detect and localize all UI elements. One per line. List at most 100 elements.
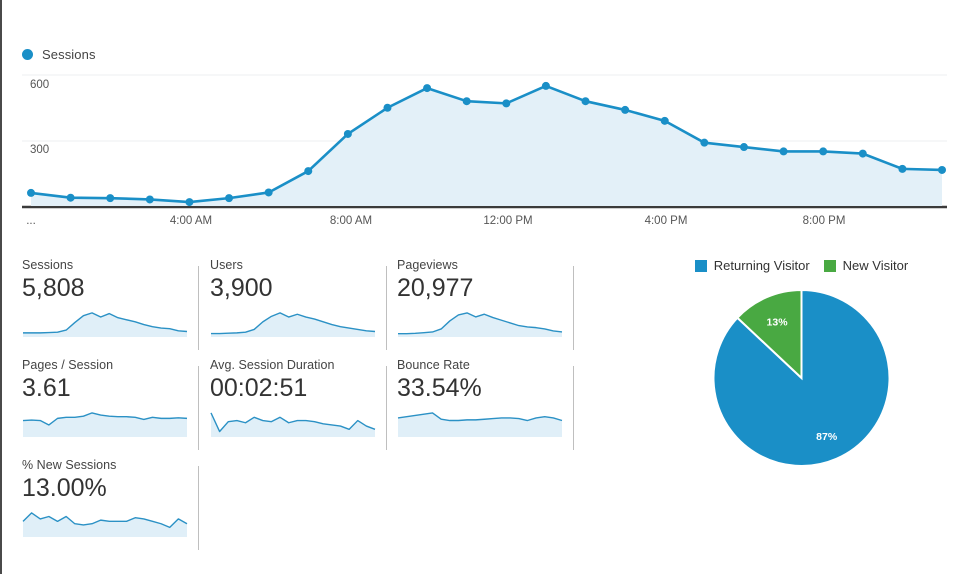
sessions-point[interactable] [462,97,471,106]
y-tick-300: 300 [30,144,49,156]
sparkline-line [210,412,376,433]
sessions-data-points[interactable] [27,81,946,207]
legend-item-new-visitor[interactable]: New Visitor [823,258,909,273]
sessions-legend-label: Sessions [42,47,96,62]
sessions-point[interactable] [739,143,748,152]
metric-value: 3.61 [22,374,71,402]
legend-swatch-returning-icon [694,259,707,272]
sparkline-line [211,312,376,335]
sessions-point[interactable] [660,116,669,125]
card-divider-vertical [573,366,574,450]
metric-title: Users [210,258,243,272]
sessions-point[interactable] [898,164,907,173]
sparkline-line [397,412,563,422]
metric-sparkline [398,312,563,337]
card-divider-vertical [386,266,387,350]
sessions-point[interactable] [819,147,828,156]
legend-label-new: New Visitor [842,258,909,273]
sessions-point[interactable] [106,194,115,203]
pie-slice-group[interactable] [712,288,891,467]
legend-item-returning-visitor[interactable]: Returning Visitor [694,258,810,273]
metric-card-pageviews[interactable]: Pageviews 20,977 [377,258,565,358]
card-divider-vertical [386,366,387,450]
visitor-type-legend[interactable]: Returning Visitor New Visitor [622,258,979,273]
sessions-line-path [29,84,944,204]
sparkline-line [22,512,188,529]
card-divider-vertical [573,266,574,350]
sparkline-area [398,412,562,437]
pie-slice-label-new: 13% [767,316,789,328]
sparkline-area [23,512,187,537]
metric-card-users[interactable]: Users 3,900 [190,258,378,358]
sessions-point[interactable] [383,103,392,112]
sessions-point[interactable] [858,149,867,158]
sessions-point[interactable] [185,198,194,207]
metric-value: 5,808 [22,274,85,302]
legend-label-returning: Returning Visitor [713,258,810,273]
sparkline-area [211,412,375,437]
sessions-point[interactable] [145,195,154,204]
metric-title: Avg. Session Duration [210,358,335,372]
sessions-point[interactable] [423,84,432,93]
pie-slice[interactable] [735,288,803,381]
pie-slice-label-returning: 87% [816,431,838,443]
sessions-point[interactable] [779,147,788,156]
sessions-legend-dot-icon [22,49,33,60]
x-tick-0: ... [26,215,36,227]
metric-sparkline [22,412,188,437]
sparkline-area [211,312,375,337]
metric-title: Sessions [22,258,74,272]
metric-value: 13.00% [22,474,107,502]
metric-value: 00:02:51 [210,374,308,402]
y-tick-600: 600 [30,79,49,91]
sessions-legend[interactable]: Sessions [22,47,96,62]
sessions-timeseries-panel: Sessions 600 300 ... 4:00 AM 8:00 AM 12:… [2,0,979,238]
metric-title: Pages / Session [22,358,114,372]
metric-sparkline [22,512,188,537]
sessions-point[interactable] [343,129,352,138]
metric-card-percent-new-sessions[interactable]: % New Sessions 13.00% [2,458,190,558]
metric-card-avg-session-duration[interactable]: Avg. Session Duration 00:02:51 [190,358,378,458]
sparkline-area [23,312,187,337]
x-tick-1: 4:00 AM [170,215,212,227]
sparkline-area [398,312,562,337]
metric-value: 33.54% [397,374,482,402]
sessions-point[interactable] [27,188,35,197]
sessions-point[interactable] [700,138,709,147]
metric-value: 20,977 [397,274,474,302]
metric-title: Bounce Rate [397,358,470,372]
metric-card-sessions[interactable]: Sessions 5,808 [2,258,190,358]
card-divider-vertical [198,366,199,450]
metric-card-pages-per-session[interactable]: Pages / Session 3.61 [2,358,190,458]
metric-title: Pageviews [397,258,458,272]
sessions-point[interactable] [66,193,75,202]
visitor-type-pie-chart[interactable]: 87% 13% [622,286,979,496]
x-tick-4: 4:00 PM [645,215,688,227]
sessions-point[interactable] [264,188,273,197]
x-tick-3: 12:00 PM [483,215,532,227]
sessions-point[interactable] [938,165,946,174]
metric-sparkline [210,412,376,437]
sessions-point[interactable] [502,99,511,108]
sessions-point[interactable] [304,167,313,176]
sessions-line-chart[interactable]: 600 300 ... 4:00 AM 8:00 AM 12:00 PM 4:0… [2,0,979,238]
metric-sparkline [211,312,376,337]
sparkline-line [398,312,563,335]
metric-title: % New Sessions [22,458,117,472]
x-tick-2: 8:00 AM [330,215,372,227]
metric-value: 3,900 [210,274,273,302]
sessions-point[interactable] [541,81,550,90]
x-tick-5: 8:00 PM [803,215,846,227]
sessions-point[interactable] [581,97,590,106]
card-divider-vertical [198,466,199,550]
sessions-point[interactable] [225,194,234,203]
sessions-point[interactable] [621,105,630,114]
metric-sparkline [23,312,188,337]
metric-sparkline [397,412,563,437]
sparkline-area [23,412,187,437]
sparkline-line [23,312,188,334]
metric-card-bounce-rate[interactable]: Bounce Rate 33.54% [377,358,565,458]
sessions-area-fill [31,85,942,206]
visitor-type-panel: Returning Visitor New Visitor 87% 13% [622,248,979,498]
